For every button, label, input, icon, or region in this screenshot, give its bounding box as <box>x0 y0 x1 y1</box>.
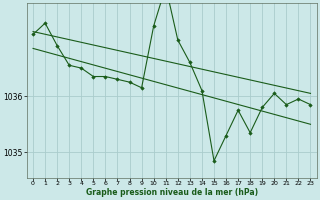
X-axis label: Graphe pression niveau de la mer (hPa): Graphe pression niveau de la mer (hPa) <box>86 188 258 197</box>
